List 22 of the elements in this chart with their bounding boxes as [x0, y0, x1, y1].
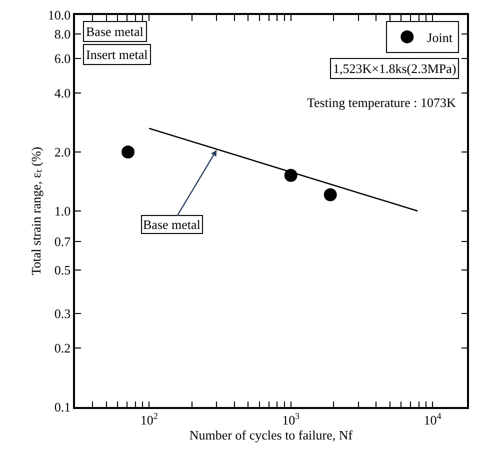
y-tick-label: 6.0 [54, 51, 71, 66]
annotation: Base metal [86, 24, 144, 39]
y-tick-label: 0.5 [54, 262, 71, 278]
annotation: 1,523K×1.8ks(2.3MPa) [333, 61, 456, 76]
y-tick-label: 0.3 [54, 306, 71, 322]
y-tick-label: 1.0 [54, 204, 71, 219]
y-tick-label: 4.0 [54, 86, 71, 101]
x-tick-label: 10$^{3}$ [282, 410, 300, 428]
y-tick-label: 2.0 [54, 144, 71, 160]
y-tick-label: 8.0 [54, 26, 71, 42]
x-tick-label: 10$^{2}$ [140, 410, 158, 428]
y-tick-label: 0.7 [54, 234, 72, 249]
y-tick-label: 0.2 [54, 340, 71, 356]
annotation: Testing temperature : 1073K [307, 95, 457, 110]
annotation: Insert metal [86, 47, 148, 62]
legend-label: Joint [427, 30, 453, 45]
x-axis-title: Number of cycles to failure, Nf [189, 427, 354, 442]
y-axis-title: Total strain range, εₜ (%) [28, 146, 44, 276]
y-tick-label: 0.1 [54, 400, 71, 415]
x-tick-label: 10$^{4}$ [424, 410, 442, 428]
annotation: Base metal [143, 217, 201, 232]
y-tick-label: 10.0 [48, 8, 71, 23]
